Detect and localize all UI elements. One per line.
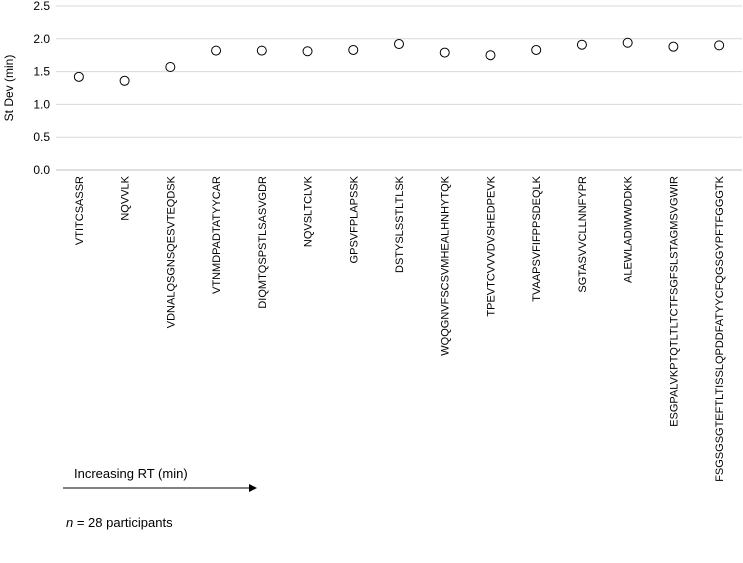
data-point [256,45,267,56]
x-category-label: VTNMDPADTATYYCAR [211,176,223,294]
data-point [119,75,130,86]
x-category-labels: VTITCSASSR NQVVLK VDNALQSGNSQESVTEQDSK VTNM… [74,175,726,481]
data-point [394,39,404,50]
data-points [73,37,725,86]
x-category-label: NQVVLK [120,175,132,220]
data-point [485,50,496,61]
data-point [302,46,313,57]
x-category-label: GPSVFPLAPSSK [348,175,360,263]
x-category-label: TVAAPSVFIFPPSDEQLK [531,175,543,301]
data-point [576,39,587,50]
x-category-label: ESGPALVKPTQTLTLTCTFSGFSLSTAGMSVGWIR [668,176,680,427]
data-point [165,62,176,73]
x-category-label: ALEWLADIWWDDKK [623,175,635,283]
y-tick-label: 2.0 [33,32,50,46]
y-tick-label: 1.5 [33,65,50,79]
data-point [714,40,725,51]
x-category-label: SGTASVVCLLNNFYPR [577,176,589,293]
data-point [531,44,542,55]
x-category-label: WQQGNVFSCSVMHEALHNHYTQK [440,175,452,355]
y-axis-title: St Dev (min) [2,55,16,122]
x-category-label: VTITCSASSR [74,176,86,245]
right-arrow-icon [63,484,257,492]
rt-direction-label: Increasing RT (min) [74,466,188,481]
gridlines [56,5,742,171]
x-category-label: DSTYSLSSTLTLSK [394,175,406,273]
participants-note: n = 28 participants [66,515,173,530]
participants-text: = 28 participants [73,515,173,530]
y-tick-labels: 0.0 0.5 1.0 1.5 2.0 2.5 [33,0,50,177]
data-point [211,45,222,56]
data-point [73,71,84,82]
data-point [622,37,633,48]
x-category-label: NQVSLTCLVK [303,175,315,247]
x-category-label: TPEVTCVVVDVSHEDPEVK [485,175,497,316]
x-category-label: VDNALQSGNSQESVTEQDSK [165,175,177,328]
data-point [668,41,679,52]
n-variable: n [66,515,74,530]
data-point [348,44,359,55]
y-tick-label: 2.5 [33,0,50,13]
data-point [439,47,450,58]
x-category-label: FSGSGSGTEFTLTISSLQPDDFATYYCFQGSGYPFTFGGG… [714,175,726,481]
y-tick-label: 0.0 [33,163,50,177]
x-category-label: DIQMTQSPSTLSASVGDR [257,176,269,309]
y-tick-label: 1.0 [33,97,50,111]
y-tick-label: 0.5 [33,130,50,144]
